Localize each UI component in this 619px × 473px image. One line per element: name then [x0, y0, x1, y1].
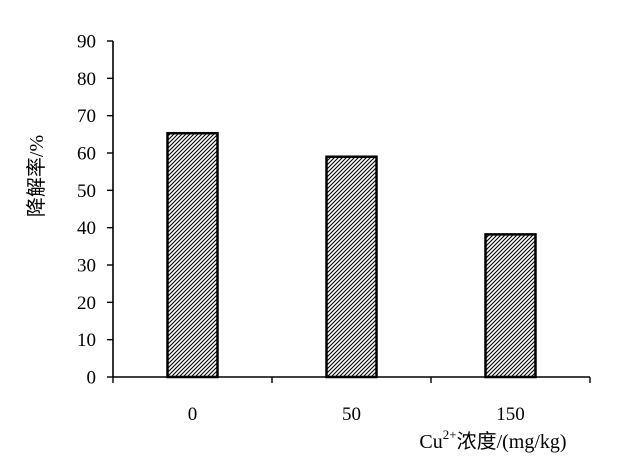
y-axis-label: 降解率/% [25, 135, 48, 217]
x-tick-label: 50 [342, 404, 361, 425]
bar-50 [325, 155, 378, 379]
x-axis-label-suffix: 浓度/(mg/kg) [457, 430, 567, 453]
y-tick-label: 60 [77, 144, 96, 165]
y-tick-label: 70 [77, 106, 96, 127]
x-tick-label: 0 [188, 404, 198, 425]
bars [166, 131, 537, 379]
x-axis-label-superscript: 2+ [443, 427, 457, 442]
x-axis-label-prefix: Cu [419, 431, 442, 453]
y-tick-label: 80 [77, 69, 96, 90]
y-tick-label: 90 [77, 32, 96, 53]
y-axis-ticks: 0 10 20 30 40 50 60 70 80 90 [77, 32, 113, 389]
y-tick-label: 10 [77, 330, 96, 351]
y-tick-label: 30 [77, 256, 96, 277]
bar-150 [484, 233, 537, 379]
x-tick-label: 150 [496, 404, 525, 425]
bar-0 [166, 131, 219, 379]
y-tick-label: 20 [77, 293, 96, 314]
x-axis-ticks: 0 50 150 [112, 377, 591, 425]
y-tick-label: 0 [87, 368, 97, 389]
y-tick-label: 40 [77, 218, 96, 239]
axes [112, 41, 590, 378]
x-axis-label: Cu2+浓度/(mg/kg) [419, 427, 566, 453]
y-tick-label: 50 [77, 181, 96, 202]
